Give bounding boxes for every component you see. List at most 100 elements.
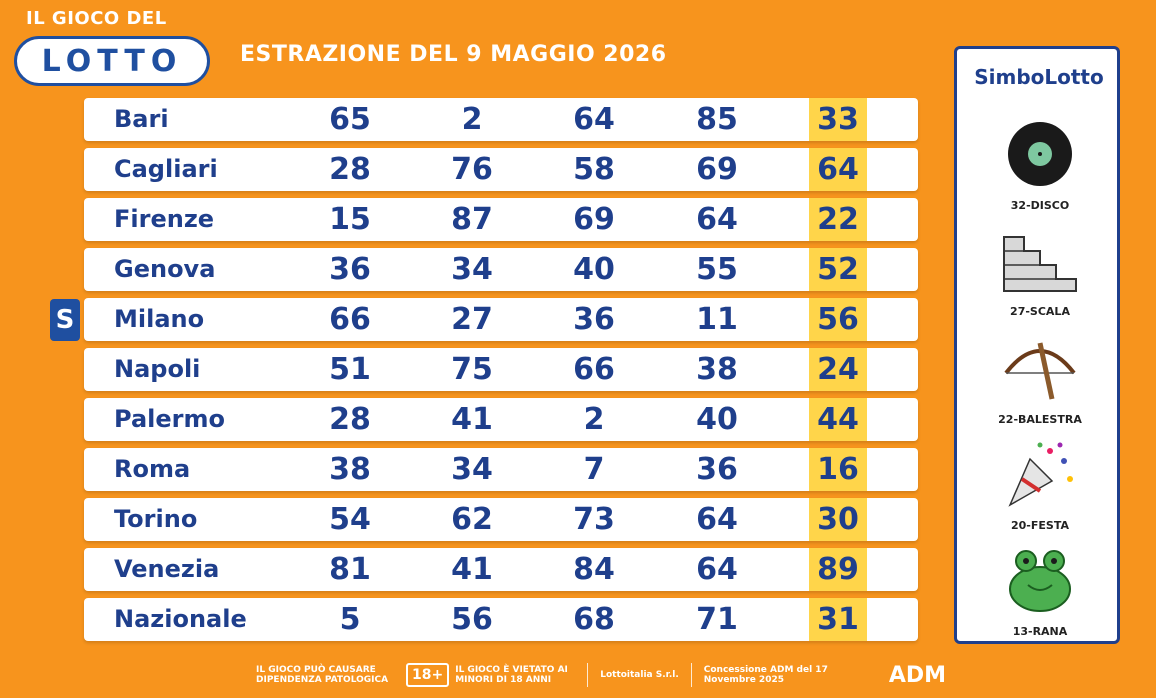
number-4: 64	[696, 202, 738, 237]
table-row: Torino 54 62 73 64 30	[84, 498, 918, 541]
symbol-label: 27-SCALA	[1010, 305, 1070, 318]
number-5: 31	[809, 598, 867, 641]
footer-concession: Concessione ADM del 17 Novembre 2025	[703, 665, 828, 685]
number-4: 71	[696, 602, 738, 637]
symbol-item: 13-RANA	[965, 545, 1115, 638]
number-2: 34	[451, 252, 493, 287]
symbol-item: 32-DISCO	[965, 119, 1115, 212]
footer-minors: IL GIOCO È VIETATO AI MINORI DI 18 ANNI	[455, 665, 568, 685]
table-row: Bari 65 2 64 85 33	[84, 98, 918, 141]
number-3: 69	[573, 202, 615, 237]
table-row: Venezia 81 41 84 64 89	[84, 548, 918, 591]
footer-company: Lottoitalia S.r.l.	[600, 670, 679, 680]
number-5: 16	[809, 448, 867, 491]
number-2: 76	[451, 152, 493, 187]
symbol-item: 27-SCALA	[965, 225, 1115, 318]
simbolotto-panel: SimboLotto 32-DISCO 27-SCALA 22-BALESTRA	[954, 46, 1120, 644]
city-name: Torino	[114, 505, 198, 533]
symbol-label: 32-DISCO	[1010, 199, 1070, 212]
city-name: Cagliari	[114, 155, 218, 183]
number-1: 54	[329, 502, 371, 537]
number-4: 69	[696, 152, 738, 187]
number-1: 65	[329, 102, 371, 137]
table-row: Roma 38 34 7 36 16	[84, 448, 918, 491]
number-2: 2	[461, 102, 483, 137]
table-row: Nazionale 5 56 68 71 31	[84, 598, 918, 641]
number-3: 68	[573, 602, 615, 637]
number-3: 36	[573, 302, 615, 337]
number-5: 89	[809, 548, 867, 591]
number-3: 2	[583, 402, 605, 437]
number-2: 56	[451, 602, 493, 637]
city-name: Palermo	[114, 405, 225, 433]
number-1: 28	[329, 152, 371, 187]
number-3: 40	[573, 252, 615, 287]
number-5: 33	[809, 98, 867, 141]
page-title: ESTRAZIONE DEL 9 MAGGIO 2026	[240, 42, 667, 67]
divider	[690, 663, 692, 687]
number-2: 75	[451, 352, 493, 387]
number-5: 44	[809, 398, 867, 441]
number-3: 7	[583, 452, 605, 487]
city-name: Firenze	[114, 205, 215, 233]
table-row: Firenze 15 87 69 64 22	[84, 198, 918, 241]
number-5: 30	[809, 498, 867, 541]
number-2: 41	[451, 552, 493, 587]
rana-icon	[1009, 550, 1071, 612]
footer: IL GIOCO PUÒ CAUSARE DIPENDENZA PATOLOGI…	[256, 660, 946, 690]
footer-warning: IL GIOCO PUÒ CAUSARE DIPENDENZA PATOLOGI…	[256, 665, 389, 685]
number-1: 15	[329, 202, 371, 237]
city-name: Nazionale	[114, 605, 247, 633]
number-1: 28	[329, 402, 371, 437]
number-1: 81	[329, 552, 371, 587]
symbol-item: 22-BALESTRA	[965, 333, 1115, 426]
number-2: 27	[451, 302, 493, 337]
number-1: 5	[339, 602, 361, 637]
number-4: 40	[696, 402, 738, 437]
number-3: 66	[573, 352, 615, 387]
age-badge: 18+	[406, 663, 450, 687]
lotto-logo: LOTTO	[14, 36, 210, 86]
table-row: Palermo 28 41 2 40 44	[84, 398, 918, 441]
table-row: Napoli 51 75 66 38 24	[84, 348, 918, 391]
disco-icon	[1008, 122, 1072, 186]
symbol-item: 20-FESTA	[965, 439, 1115, 532]
city-name: Napoli	[114, 355, 201, 383]
number-4: 38	[696, 352, 738, 387]
lotto-brand: IL GIOCO DEL LOTTO	[14, 6, 214, 86]
number-5: 56	[809, 298, 867, 341]
adm-logo: ADM	[888, 662, 946, 688]
number-5: 64	[809, 148, 867, 191]
symbol-label: 22-BALESTRA	[998, 413, 1082, 426]
number-4: 36	[696, 452, 738, 487]
divider	[587, 663, 589, 687]
number-5: 52	[809, 248, 867, 291]
number-2: 87	[451, 202, 493, 237]
number-5: 24	[809, 348, 867, 391]
number-3: 64	[573, 102, 615, 137]
number-1: 38	[329, 452, 371, 487]
panel-title: SimboLotto	[974, 65, 1104, 89]
simbolotto-marker-icon: S	[50, 299, 80, 341]
table-row: Genova 36 34 40 55 52	[84, 248, 918, 291]
number-3: 84	[573, 552, 615, 587]
city-name: Genova	[114, 255, 216, 283]
number-2: 62	[451, 502, 493, 537]
symbol-label: 20-FESTA	[1011, 519, 1069, 532]
number-4: 85	[696, 102, 738, 137]
number-3: 58	[573, 152, 615, 187]
scala-icon	[1003, 236, 1077, 292]
festa-icon	[1008, 442, 1073, 507]
city-name: Bari	[114, 105, 169, 133]
brand-top-text: IL GIOCO DEL	[26, 8, 167, 29]
city-name: Roma	[114, 455, 191, 483]
symbol-label: 13-RANA	[1012, 625, 1068, 638]
number-1: 51	[329, 352, 371, 387]
number-4: 64	[696, 552, 738, 587]
number-4: 11	[696, 302, 738, 337]
number-1: 36	[329, 252, 371, 287]
city-name: Milano	[114, 305, 205, 333]
number-2: 34	[451, 452, 493, 487]
number-3: 73	[573, 502, 615, 537]
number-4: 55	[696, 252, 738, 287]
